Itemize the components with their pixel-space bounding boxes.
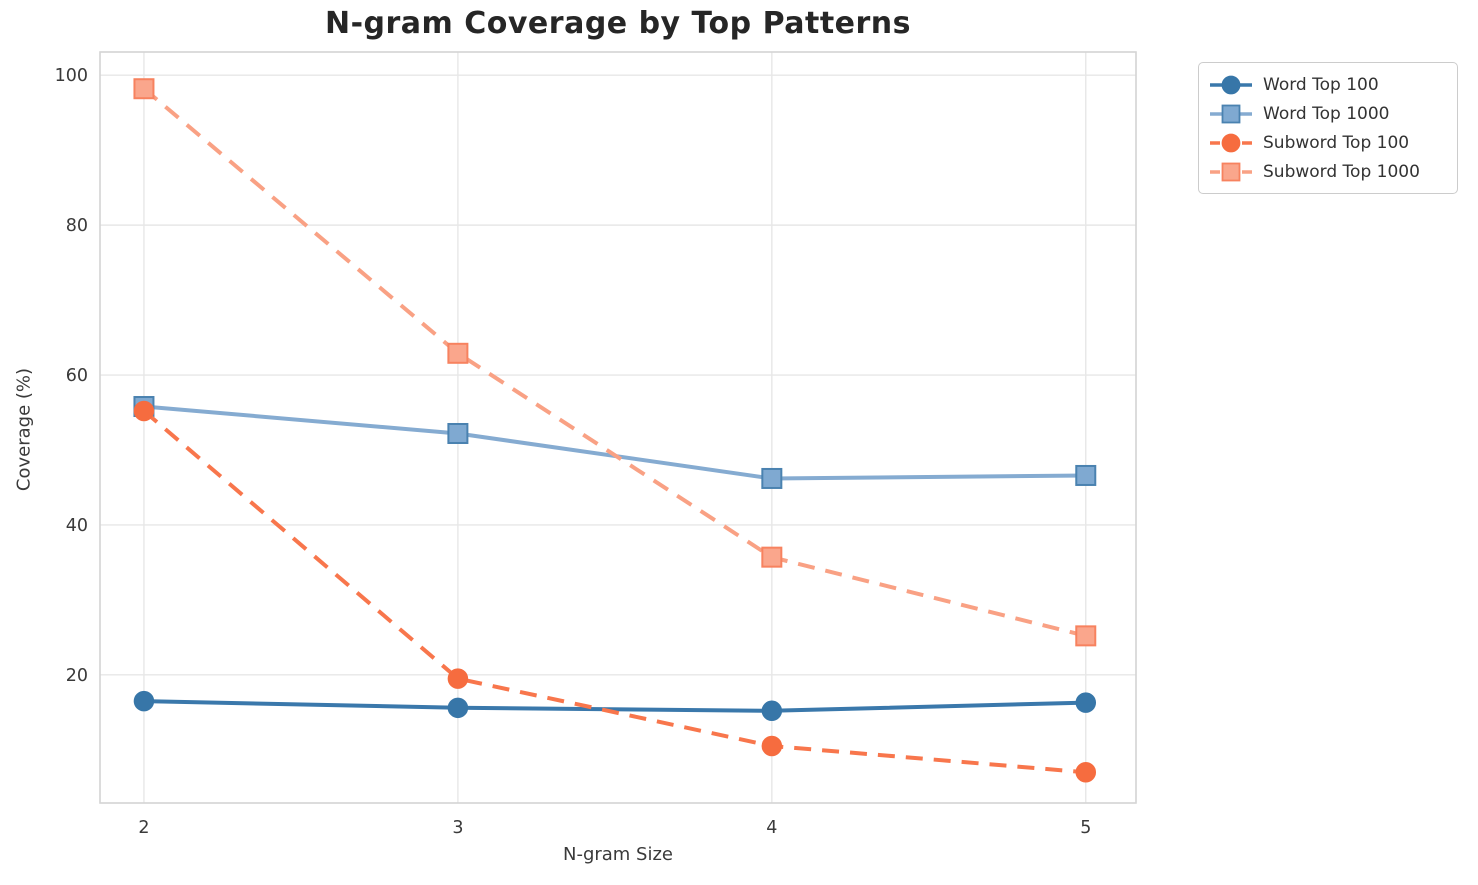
legend-marker-square-icon: [1210, 104, 1252, 123]
legend-item: Word Top 1000: [1209, 101, 1445, 126]
data-point-marker: [447, 342, 469, 364]
y-tick-label: 60: [66, 366, 88, 386]
data-point-marker: [133, 690, 155, 712]
legend-label: Word Top 100: [1263, 74, 1379, 95]
plot-border: [99, 51, 1137, 804]
y-tick-label: 100: [55, 66, 88, 86]
series-line-subword-top-1000: [142, 87, 1087, 638]
data-point-marker: [761, 735, 783, 757]
data-point-marker: [447, 697, 469, 719]
data-point-marker: [447, 422, 469, 444]
data-point-marker: [1075, 464, 1097, 486]
x-tick-label: 4: [766, 818, 777, 838]
y-tick-label: 40: [66, 516, 88, 536]
y-axis-label: Coverage (%): [13, 367, 35, 492]
x-axis-label: N-gram Size: [562, 844, 674, 865]
y-tick-label: 20: [66, 666, 88, 686]
legend-marker-circle-icon: [1210, 75, 1252, 94]
series-line-word-top-1000: [143, 404, 1086, 481]
data-point-marker: [1075, 692, 1097, 713]
data-point-marker: [761, 546, 783, 568]
y-tick-label: 80: [66, 216, 88, 236]
data-point-marker: [1075, 625, 1097, 647]
legend: Word Top 100 Word Top 1000 Subword Top 100…: [1198, 62, 1458, 194]
legend-item: Subword Top 1000: [1209, 159, 1445, 184]
legend-marker-square-icon: [1210, 162, 1252, 181]
data-point-marker: [761, 467, 783, 489]
chart-title: N-gram Coverage by Top Patterns: [324, 6, 912, 41]
data-point-marker: [447, 668, 469, 689]
legend-item: Word Top 100: [1209, 72, 1445, 97]
series-line-word-top-100: [143, 699, 1086, 713]
data-point-marker: [133, 400, 155, 422]
legend-marker-circle-icon: [1210, 133, 1252, 152]
x-tick-label: 3: [452, 818, 463, 838]
legend-label: Subword Top 1000: [1263, 161, 1420, 182]
legend-label: Word Top 1000: [1263, 103, 1390, 124]
x-tick-label: 5: [1080, 818, 1091, 838]
data-point-marker: [133, 78, 155, 100]
x-tick-label: 2: [138, 818, 149, 838]
legend-item: Subword Top 100: [1209, 130, 1445, 155]
data-point-marker: [761, 700, 783, 722]
series-line-subword-top-100: [142, 409, 1086, 775]
data-point-marker: [1075, 762, 1097, 783]
legend-label: Subword Top 100: [1263, 132, 1410, 153]
